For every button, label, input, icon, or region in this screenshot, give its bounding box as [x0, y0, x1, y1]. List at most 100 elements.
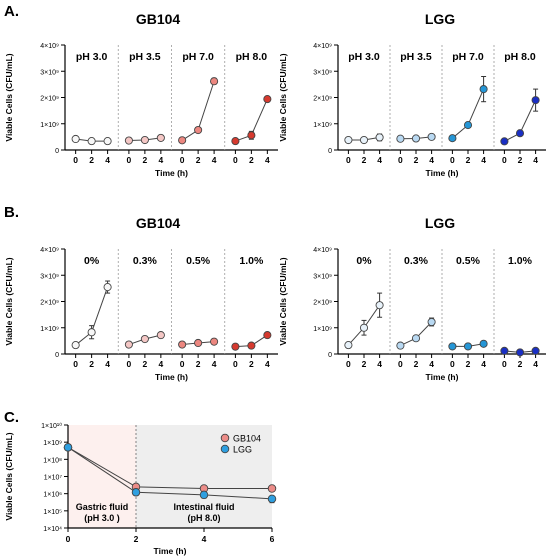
x-tick-label: 4	[481, 359, 486, 369]
data-point	[463, 121, 473, 130]
data-point	[427, 132, 436, 141]
x-tick-label: 4	[265, 359, 270, 369]
series-line	[452, 88, 485, 139]
y-tick-label: 1×10⁷	[44, 475, 63, 482]
data-point-gb104	[267, 484, 277, 493]
x-tick-label: 0	[346, 359, 351, 369]
x-axis-label: Time (h)	[155, 372, 188, 382]
data-point	[247, 131, 256, 140]
x-axis-label: Time (h)	[154, 546, 187, 556]
data-point	[411, 334, 421, 343]
legend-label: GB104	[233, 434, 261, 444]
x-tick-label: 4	[158, 155, 163, 165]
chart-1: LGG 0 1×10⁹ 2×10⁹ 3×10⁹ 4×10⁹ Viable Cells (CF…	[278, 11, 546, 178]
x-tick-label: 2	[518, 155, 523, 165]
data-point	[500, 137, 509, 146]
x-tick-label: 4	[533, 155, 538, 165]
x-tick-label: 0	[66, 534, 71, 544]
data-point	[359, 323, 369, 332]
y-tick-label: 2×10⁹	[40, 300, 59, 307]
y-tick-label: 1×10⁶	[43, 492, 62, 499]
x-tick-label: 2	[196, 359, 201, 369]
chart-title: GB104	[136, 215, 181, 231]
data-point	[448, 342, 457, 351]
x-tick-label: 2	[414, 359, 419, 369]
group-label: 0%	[356, 255, 372, 267]
data-point-lgg	[131, 488, 141, 497]
data-point	[427, 317, 436, 327]
data-point	[140, 135, 149, 145]
y-tick-label: 1×10⁴	[43, 526, 62, 533]
region-title: Gastric fluid	[76, 502, 129, 512]
x-tick-label: 0	[180, 359, 185, 369]
x-tick-label: 2	[414, 155, 419, 165]
x-tick-label: 4	[158, 359, 163, 369]
y-tick-label: 1×10⁹	[40, 326, 59, 333]
data-point	[140, 334, 149, 344]
data-point	[71, 134, 80, 144]
x-tick-label: 2	[362, 359, 367, 369]
legend-marker	[220, 444, 230, 454]
x-tick-label: 2	[134, 534, 139, 544]
y-axis-label: Viable Cells (CFU/mL)	[278, 257, 288, 345]
x-tick-label: 6	[270, 534, 275, 544]
group-label: 1.0%	[508, 255, 533, 267]
y-tick-label: 0	[328, 352, 332, 359]
legend-label: LGG	[233, 445, 252, 455]
x-tick-label: 2	[466, 359, 471, 369]
group-label: 0.5%	[186, 255, 211, 267]
x-tick-label: 2	[196, 155, 201, 165]
group-label: 0.5%	[456, 255, 481, 267]
y-tick-label: 3×10⁹	[40, 69, 59, 76]
x-tick-label: 4	[429, 359, 434, 369]
x-tick-label: 0	[346, 155, 351, 165]
y-tick-label: 4×10⁹	[313, 43, 332, 50]
data-point	[463, 342, 473, 351]
x-tick-label: 4	[212, 155, 217, 165]
region-intestinal	[136, 425, 272, 528]
chart-title: GB104	[136, 11, 181, 27]
data-point	[124, 136, 133, 145]
group-label: pH 8.0	[236, 51, 268, 63]
data-point	[263, 95, 272, 104]
data-point	[87, 137, 96, 146]
data-point	[247, 341, 256, 350]
data-point	[396, 134, 405, 143]
x-tick-label: 0	[127, 359, 132, 369]
x-tick-label: 4	[533, 359, 538, 369]
y-tick-label: 1×10⁹	[43, 440, 62, 447]
data-point	[396, 341, 405, 350]
data-point	[479, 339, 488, 348]
region-detail: (pH 3.0 )	[84, 513, 120, 523]
x-tick-label: 0	[73, 359, 78, 369]
y-tick-label: 1×10¹⁰	[41, 422, 62, 430]
group-label: pH 3.5	[400, 51, 432, 63]
x-tick-label: 0	[398, 359, 403, 369]
group-label: pH 7.0	[182, 51, 214, 63]
series-line-gb104	[67, 446, 272, 489]
region-gastric	[68, 425, 136, 528]
data-point	[375, 301, 384, 310]
panel-label-b: B.	[4, 204, 19, 221]
x-axis-label: Time (h)	[426, 168, 459, 178]
data-point	[194, 338, 203, 348]
x-axis-label: Time (h)	[426, 372, 459, 382]
data-point	[231, 342, 240, 351]
data-point	[194, 126, 203, 135]
y-tick-label: 1×10⁹	[313, 122, 332, 129]
x-tick-label: 0	[127, 155, 132, 165]
group-label: pH 3.0	[348, 51, 380, 63]
data-point	[359, 135, 369, 145]
y-axis-label: Viable Cells (CFU/mL)	[4, 257, 14, 345]
data-point	[210, 337, 219, 346]
x-tick-label: 0	[450, 359, 455, 369]
data-point	[87, 328, 96, 337]
chart-3: LGG 0 1×10⁹ 2×10⁹ 3×10⁹ 4×10⁹ Viable Cells (CF…	[278, 215, 546, 382]
y-tick-label: 1×10⁹	[313, 326, 332, 333]
region-title: Intestinal fluid	[173, 502, 234, 512]
data-point	[515, 129, 525, 138]
y-tick-label: 0	[55, 148, 59, 155]
y-tick-label: 3×10⁹	[313, 273, 332, 280]
data-point-lgg	[199, 490, 209, 500]
